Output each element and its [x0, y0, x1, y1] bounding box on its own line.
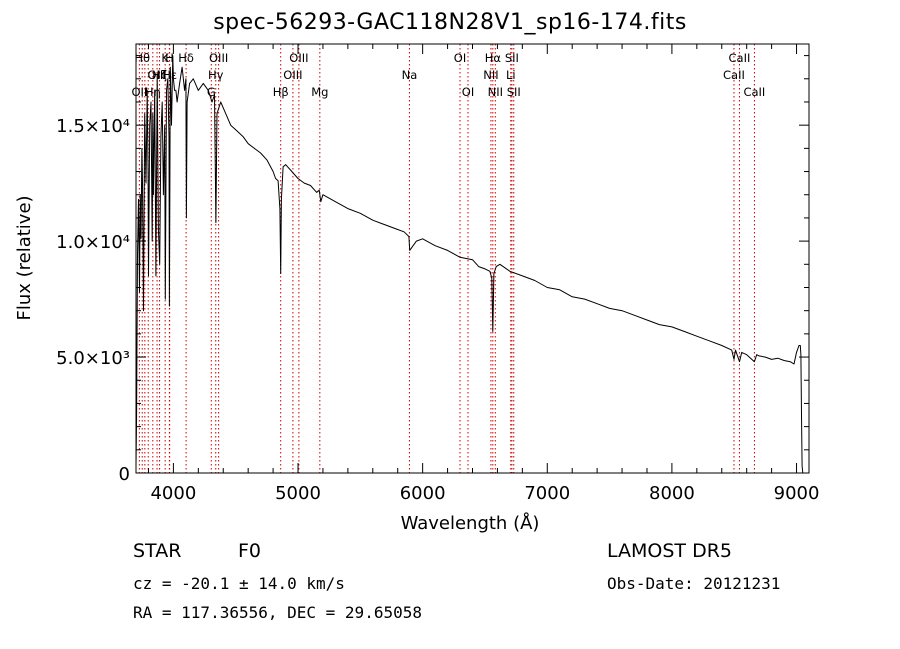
- line-marker-label: CaII: [723, 68, 745, 82]
- line-marker-label: Li: [506, 68, 516, 82]
- line-marker-label: Mg: [311, 85, 328, 99]
- x-tick-label: 4000: [150, 483, 196, 504]
- line-marker-label: G: [207, 85, 216, 99]
- y-tick-label: 5.0×10³: [56, 348, 130, 369]
- line-marker-label: Hθ: [134, 51, 150, 65]
- line-marker-label: H: [165, 51, 174, 65]
- line-marker-label: OI: [462, 85, 474, 99]
- y-axis: 0 5.0×10³ 1.0×10⁴ 1.5×10⁴: [56, 55, 809, 485]
- plot-frame: [135, 43, 810, 474]
- y-tick-label: 1.5×10⁴: [56, 116, 130, 137]
- line-marker-label: SII: [505, 51, 519, 65]
- line-marker-label: OIII: [209, 51, 228, 65]
- line-marker-label: OI: [454, 51, 466, 65]
- x-tick-label: 6000: [400, 483, 446, 504]
- line-marker-labels: OIIHθHηOIIIHζKHHεHδGHγOIIIHβOIIIOIIIMgNa…: [131, 51, 765, 99]
- spectrum-line: [136, 55, 804, 473]
- line-marker-label: CaII: [729, 51, 751, 65]
- x-tick-label: 5000: [275, 483, 321, 504]
- object-class: STAR: [133, 540, 182, 562]
- line-marker-label: Hγ: [208, 68, 224, 82]
- line-marker-label: Hη: [145, 85, 161, 99]
- y-axis-label: Flux (relative): [14, 195, 35, 320]
- x-axis-label: Wavelength (Å): [401, 512, 540, 534]
- line-marker-label: Hδ: [178, 51, 194, 65]
- obs-date: Obs-Date: 20121231: [607, 574, 781, 593]
- line-marker-label: SII: [507, 85, 521, 99]
- line-marker-label: K: [161, 51, 169, 65]
- x-tick-label: 7000: [524, 483, 570, 504]
- line-marker-label: Hζ: [152, 68, 167, 82]
- x-axis: 4000 5000 6000 7000 8000 9000: [147, 44, 820, 504]
- line-marker-label: Hβ: [273, 85, 289, 99]
- line-marker-label: NII: [488, 85, 503, 99]
- line-marker-label: Hα: [485, 51, 502, 65]
- spectrum-series: [136, 55, 804, 473]
- line-marker-label: CaII: [743, 85, 765, 99]
- chart-title: spec-56293-GAC118N28V1_sp16-174.fits: [213, 10, 687, 35]
- object-subclass: F0: [238, 540, 262, 562]
- coordinates-text: RA = 117.36556, DEC = 29.65058: [133, 603, 422, 622]
- line-marker-label: Hε: [162, 68, 177, 82]
- x-tick-label: 8000: [649, 483, 695, 504]
- redshift-text: cz = -20.1 ± 14.0 km/s: [133, 574, 345, 593]
- line-marker-label: Na: [402, 68, 418, 82]
- plot-border: [135, 43, 810, 474]
- line-marker-label: OIII: [147, 68, 166, 82]
- y-tick-label: 1.0×10⁴: [56, 232, 130, 253]
- line-markers: [138, 44, 755, 473]
- x-tick-label: 9000: [774, 483, 820, 504]
- y-tick-label: 0: [119, 464, 130, 485]
- survey-name: LAMOST DR5: [607, 540, 732, 562]
- line-marker-label: OII: [131, 85, 147, 99]
- line-marker-label: NII: [483, 68, 498, 82]
- line-marker-label: OIII: [289, 51, 308, 65]
- line-marker-label: OIII: [283, 68, 302, 82]
